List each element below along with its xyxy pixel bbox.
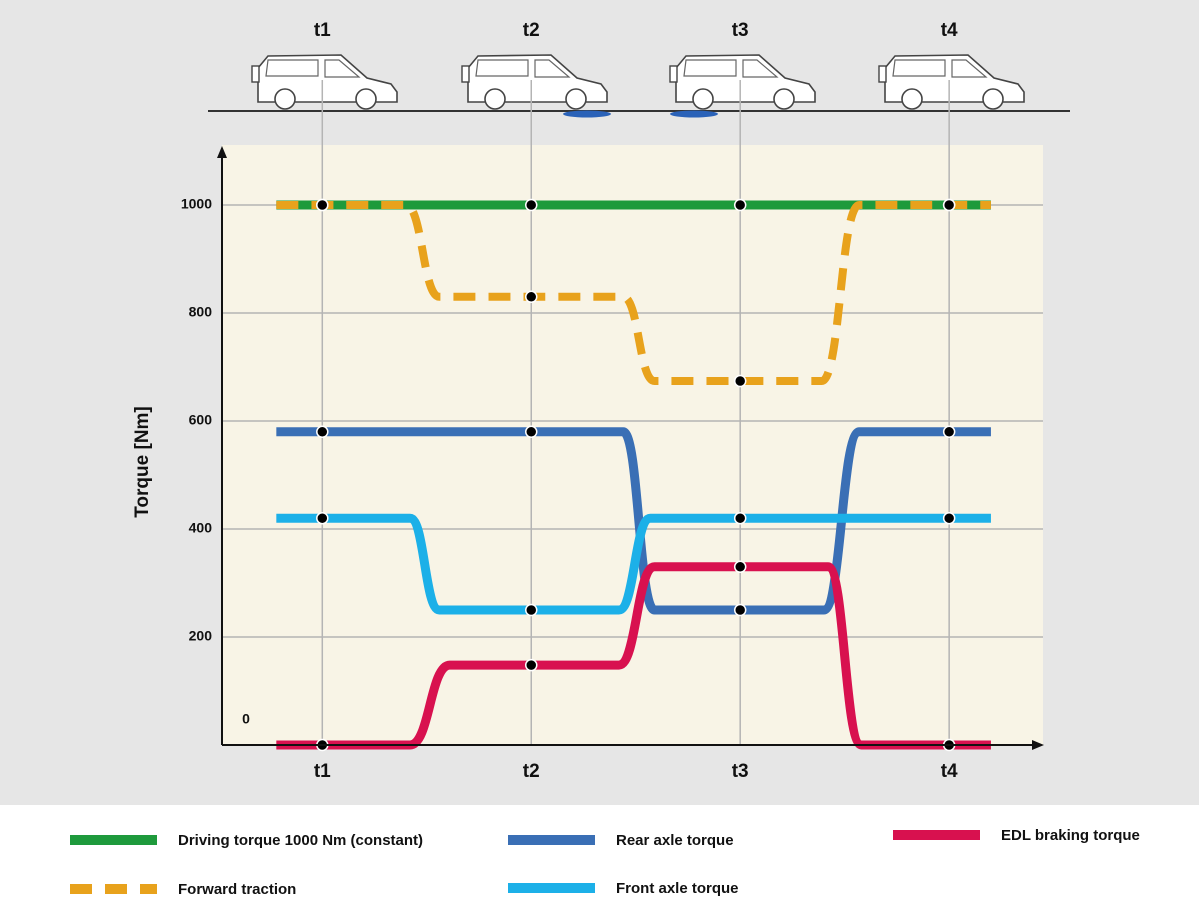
legend-background	[0, 805, 1199, 908]
t-marker	[524, 603, 538, 617]
slippery-patch	[670, 110, 718, 118]
x-tick-label-top: t1	[314, 20, 331, 41]
x-tick-label: t4	[941, 761, 958, 782]
y-axis-arrow	[217, 146, 227, 158]
y-tick-label: 1000	[181, 196, 212, 212]
t-marker	[524, 198, 538, 212]
t-marker	[733, 560, 747, 574]
y-tick-label: 200	[189, 628, 213, 644]
series-line	[276, 562, 991, 750]
x-axis-arrow	[1032, 740, 1044, 750]
x-tick-label: t1	[314, 761, 331, 782]
t-marker	[524, 658, 538, 672]
y-tick-label: 400	[189, 520, 213, 536]
legend-label: Forward traction	[178, 881, 296, 898]
y-tick-label: 0	[242, 711, 250, 727]
t-marker	[316, 425, 329, 439]
lines	[276, 200, 991, 750]
t-marker	[942, 511, 956, 525]
x-tick-label-top: t3	[732, 20, 749, 41]
x-tick-label-top: t2	[523, 20, 540, 41]
y-axis-title: Torque [Nm]	[132, 406, 153, 518]
x-tick-label-top: t4	[941, 20, 958, 41]
t-marker	[316, 198, 329, 212]
legend-label: Driving torque 1000 Nm (constant)	[178, 832, 423, 849]
t-marker	[524, 290, 538, 304]
legend: Driving torque 1000 Nm (constant) Rear ax…	[70, 827, 1140, 898]
t-marker	[942, 198, 956, 212]
dots	[316, 198, 956, 752]
slippery-patch	[563, 110, 611, 118]
t-marker	[524, 425, 538, 439]
t-marker	[733, 511, 747, 525]
series-line	[276, 427, 991, 615]
legend-label: EDL braking torque	[1001, 827, 1140, 844]
t-marker	[733, 374, 747, 388]
series-line	[276, 513, 991, 615]
t-marker	[942, 425, 956, 439]
x-tick-label: t2	[523, 761, 540, 782]
y-tick-label: 600	[189, 412, 213, 428]
series-line	[276, 200, 991, 386]
t-marker	[733, 603, 747, 617]
legend-label: Front axle torque	[616, 880, 739, 897]
legend-label: Rear axle torque	[616, 832, 734, 849]
t-marker	[733, 198, 747, 212]
y-tick-label: 800	[189, 304, 213, 320]
t-marker	[316, 511, 329, 525]
x-tick-label: t3	[732, 761, 749, 782]
